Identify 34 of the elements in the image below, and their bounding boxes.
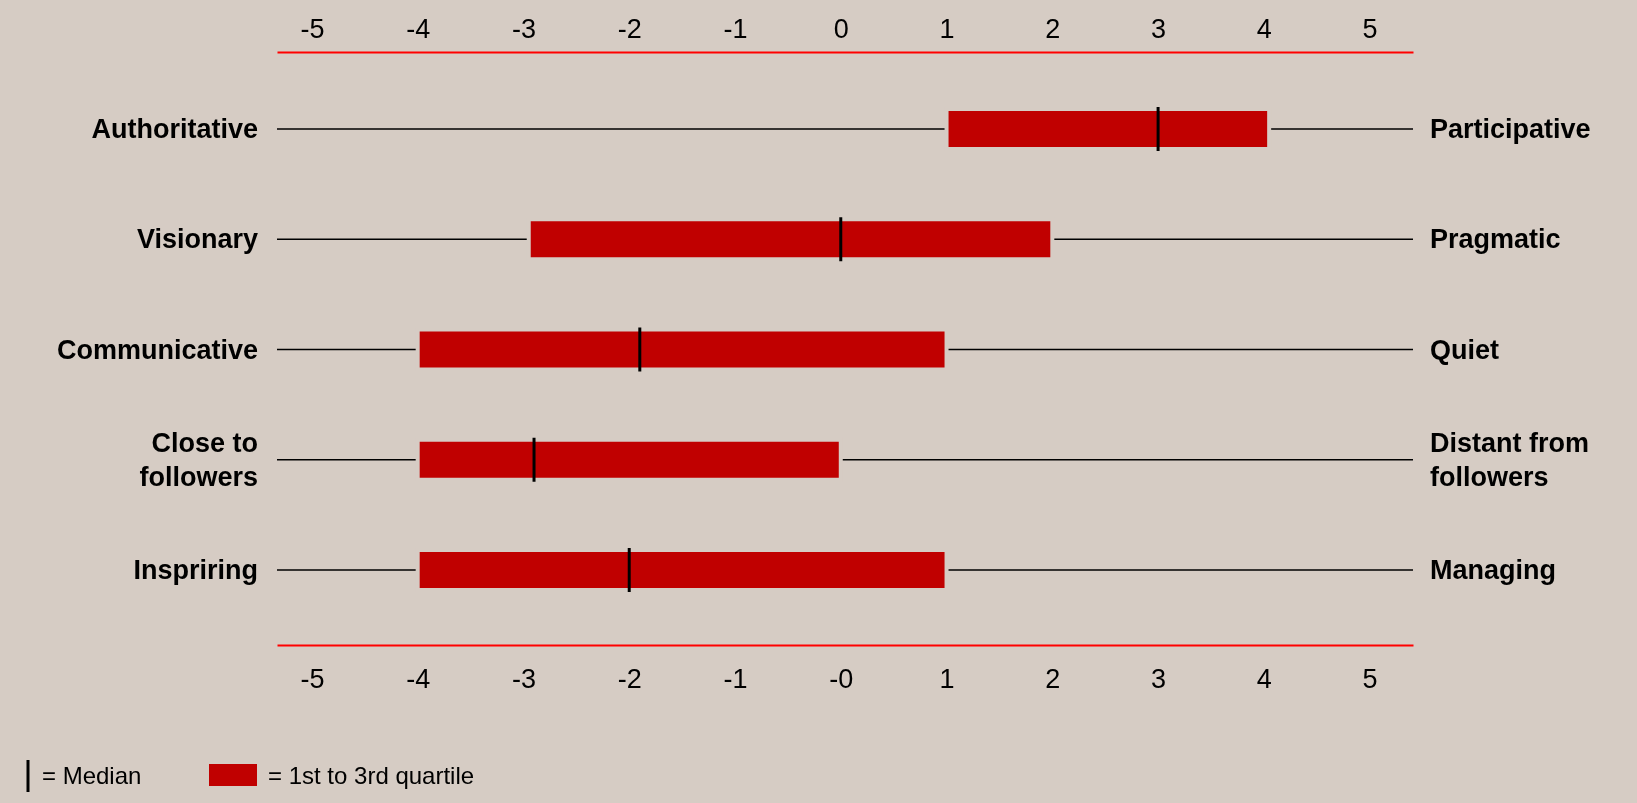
x2-tick-label: -1 <box>723 14 748 44</box>
y-tick-label: Visionary <box>136 224 258 255</box>
x-tick-label: -2 <box>617 664 642 695</box>
y-tick-label: Communicative <box>56 334 258 365</box>
x-tick-label: -3 <box>511 664 536 695</box>
y2-tick-label: Participative <box>1430 114 1591 144</box>
x-tick-label: 3 <box>1151 664 1167 695</box>
x2-tick-label: 0 <box>833 14 849 44</box>
x2-tick-label: 4 <box>1256 14 1272 44</box>
legend-label: = 1st to 3rd quartile <box>268 762 475 789</box>
y-tick-label: Authoritative <box>91 114 258 144</box>
x2-tick-label: 3 <box>1151 14 1167 44</box>
x-tick-label: -0 <box>829 664 854 695</box>
text: = Median <box>42 762 142 789</box>
x2-tick-label: 1 <box>939 14 955 44</box>
x2-tick-label: 5 <box>1362 14 1378 44</box>
x2-tick-label: -4 <box>406 14 431 44</box>
y-tick-label: Close to followers <box>139 427 258 492</box>
x2-tick-label: -2 <box>617 14 642 44</box>
y2-tick-label: Managing <box>1430 555 1556 585</box>
x-tick-label: -5 <box>300 664 325 695</box>
x2-tick-label: -3 <box>511 14 536 44</box>
y2-tick-label: Distant from followers <box>1430 427 1590 492</box>
x2-tick-label: -5 <box>300 14 325 44</box>
y2-tick-label: Pragmatic <box>1430 224 1561 255</box>
y2-tick-label: Quiet <box>1430 334 1500 365</box>
x-tick-label: 5 <box>1362 664 1378 695</box>
x-tick-label: -1 <box>723 664 748 695</box>
x-tick-label: 2 <box>1045 664 1061 695</box>
x-tick-label: 1 <box>939 664 955 695</box>
x-tick-label: -4 <box>406 664 431 695</box>
y-tick-label: Inspriring <box>133 555 258 585</box>
x2-tick-label: 2 <box>1045 14 1061 44</box>
x-tick-label: 4 <box>1256 664 1272 695</box>
